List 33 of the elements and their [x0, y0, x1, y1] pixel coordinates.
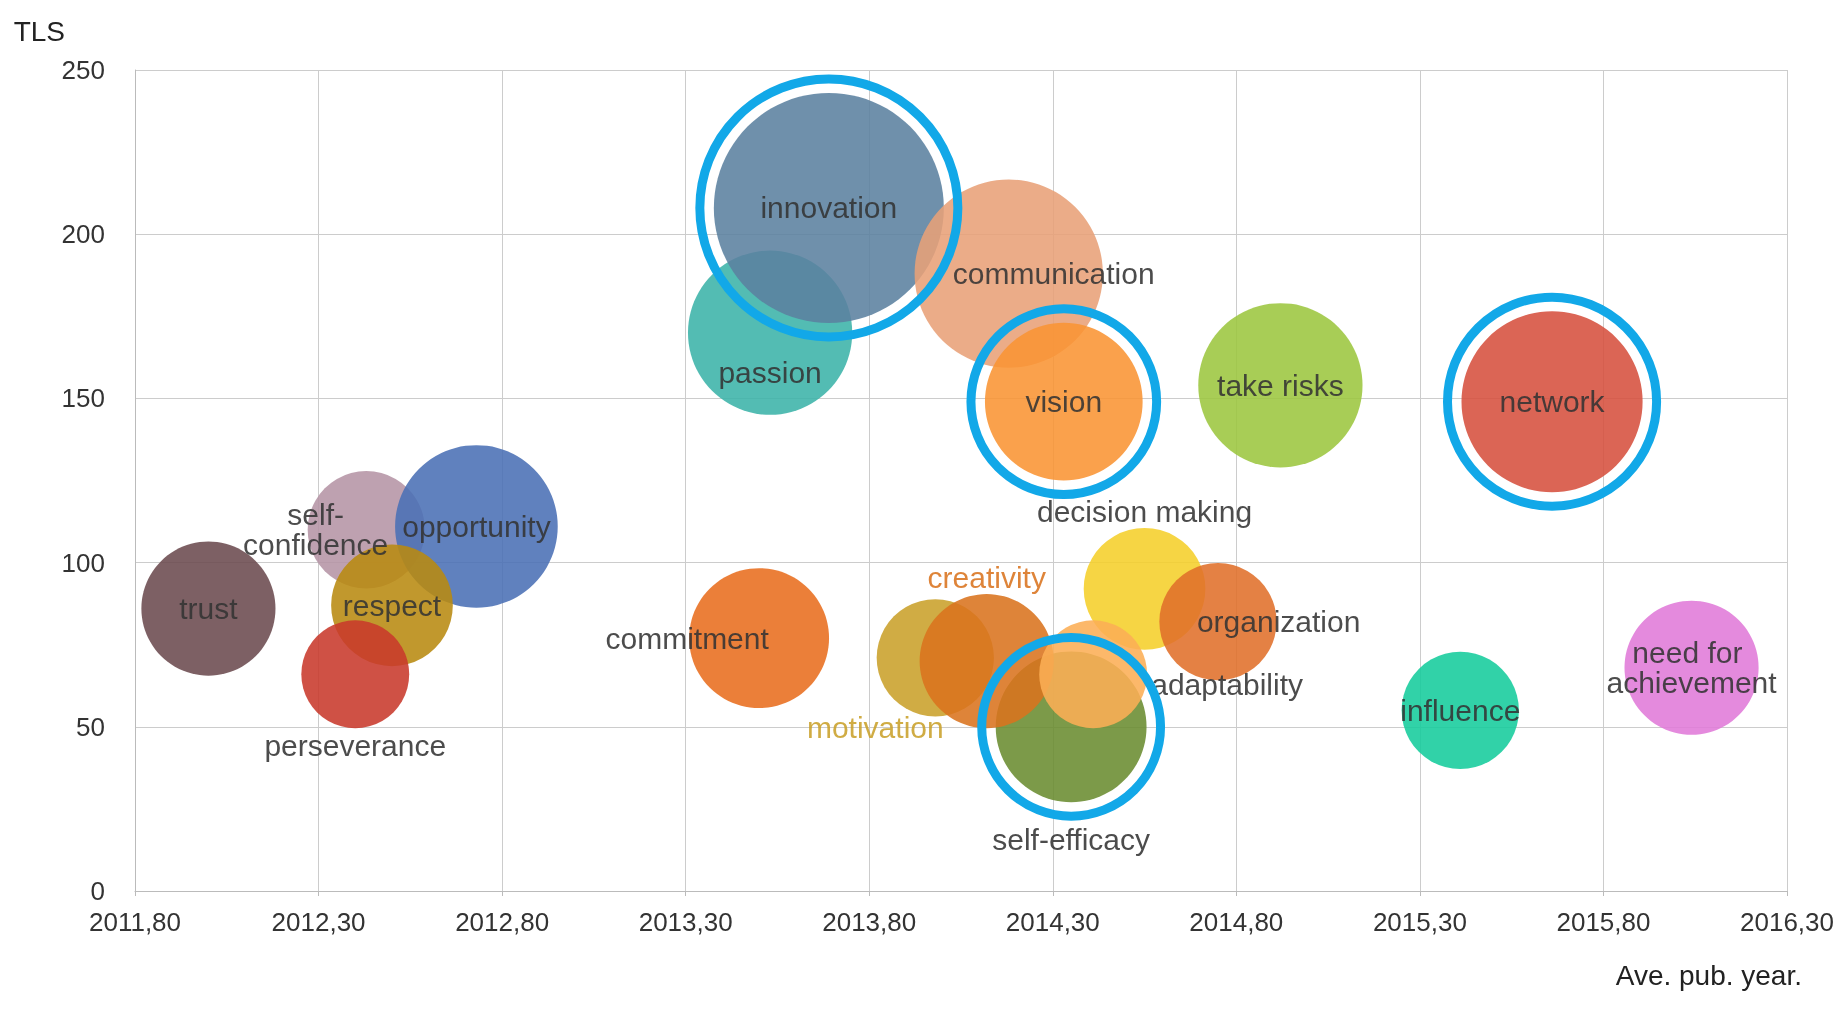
y-tick-label: 250 [61, 55, 105, 85]
series-label: influence [1400, 693, 1521, 727]
series-label: respect [342, 588, 442, 622]
series-label: trust [179, 592, 239, 626]
series-label: motivation [806, 710, 944, 744]
x-tick-label: 2014,30 [1005, 907, 1100, 937]
x-tick-label: 2013,30 [638, 907, 733, 937]
x-tick-label: 2013,80 [822, 907, 917, 937]
x-tick-label: 2016,30 [1740, 907, 1834, 937]
y-axis-title: TLS [13, 15, 65, 47]
series-label: adaptability [1151, 667, 1303, 701]
x-axis-title: Ave. pub. year. [1615, 959, 1802, 991]
y-tick-label: 150 [61, 383, 105, 414]
x-tick-label: 2014,80 [1189, 907, 1284, 937]
y-tick-label: 50 [76, 711, 105, 742]
x-tick-label: 2015,30 [1372, 907, 1467, 937]
y-tick-label: 100 [61, 547, 105, 578]
y-tick-label: 200 [61, 219, 105, 250]
series-label: innovation [760, 191, 898, 225]
series-label: decision making [1036, 494, 1253, 528]
series-label: vision [1025, 385, 1103, 419]
series-label: perseverance [264, 728, 447, 762]
series-label: creativity [927, 560, 1046, 594]
series-label: opportunity [402, 509, 551, 543]
series-label: network [1499, 385, 1606, 419]
series-label: passion [718, 356, 822, 390]
x-tick-label: 2012,30 [271, 907, 366, 937]
y-tick-label: 0 [90, 876, 105, 906]
x-tick-label: 2015,80 [1556, 907, 1651, 937]
series-label: take risks [1217, 368, 1344, 402]
x-tick-label: 2011,80 [88, 907, 182, 937]
series-label: self-efficacy [992, 822, 1151, 856]
x-tick-label: 2012,80 [455, 907, 550, 937]
